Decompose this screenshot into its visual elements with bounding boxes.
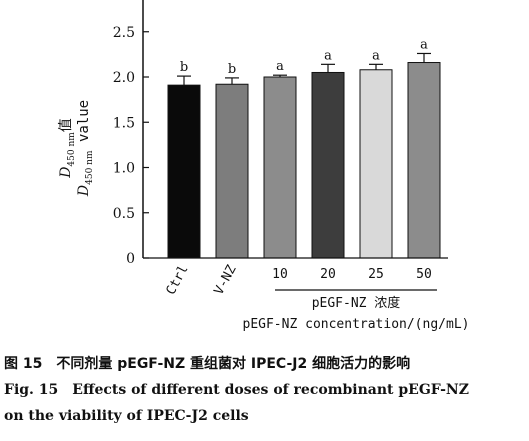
x-tick-label: 10 <box>272 267 288 282</box>
caption-en-line2: on the viability of IPEC-J2 cells <box>4 408 249 424</box>
bars: b b a a a a <box>143 37 448 259</box>
x-tick-label: 50 <box>416 267 432 282</box>
y-tick-label: 2.5 <box>113 25 135 41</box>
y-tick-label: 0.5 <box>113 206 135 222</box>
caption-en-title: Effects of different doses of recombinan… <box>72 382 469 398</box>
y-tick-label: 2.0 <box>113 70 135 86</box>
y-axis-title-en: D450 nm value <box>76 100 95 197</box>
bar-20 <box>311 71 345 259</box>
significance-label: b <box>228 62 236 77</box>
x-tick-label: Ctrl <box>164 263 192 298</box>
y-axis-title-cn: D450 nm值 <box>58 118 77 179</box>
x-tick-label: V-NZ <box>212 263 240 298</box>
bar-v-nz <box>215 83 249 259</box>
significance-label: b <box>180 60 188 75</box>
x-tick-label: 25 <box>368 267 384 282</box>
significance-label: a <box>276 59 284 74</box>
y-axis-title: D450 nm值 D450 nm value <box>58 100 95 197</box>
bar-10 <box>263 76 297 259</box>
y-axis: 0 0.5 1.0 1.5 2.0 2.5 <box>113 0 149 267</box>
y-tick-label: 0 <box>126 251 135 267</box>
x-tick-label: 20 <box>320 267 336 282</box>
figure-caption: 图 15 不同剂量 pEGF-NZ 重组菌对 IPEC-J2 细胞活力的影响 F… <box>4 354 524 432</box>
y-ticks: 0 0.5 1.0 1.5 2.0 2.5 <box>113 25 149 267</box>
y-tick-label: 1.5 <box>113 115 135 131</box>
caption-en-line1: Fig. 15 Effects of different doses of re… <box>4 380 524 401</box>
significance-label: a <box>372 48 380 63</box>
bar-50 <box>407 62 441 259</box>
y-tick-label: 1.0 <box>113 161 135 177</box>
bar-ctrl <box>167 84 201 259</box>
caption-cn: 图 15 不同剂量 pEGF-NZ 重组菌对 IPEC-J2 细胞活力的影响 <box>4 356 411 372</box>
bar-chart: 0 0.5 1.0 1.5 2.0 2.5 b b a a a a Ctrl V-NZ 10 20 25 50… <box>58 0 470 332</box>
x-group-label-cn: pEGF-NZ 浓度 <box>312 295 401 311</box>
x-tick-labels: Ctrl V-NZ 10 20 25 50 <box>164 263 432 298</box>
significance-label: a <box>324 48 332 63</box>
caption-fig-label: Fig. 15 <box>4 382 59 398</box>
x-group-label-en: pEGF-NZ concentration/(ng/mL) <box>243 317 470 332</box>
bar-25 <box>359 69 393 259</box>
significance-label: a <box>420 37 428 52</box>
